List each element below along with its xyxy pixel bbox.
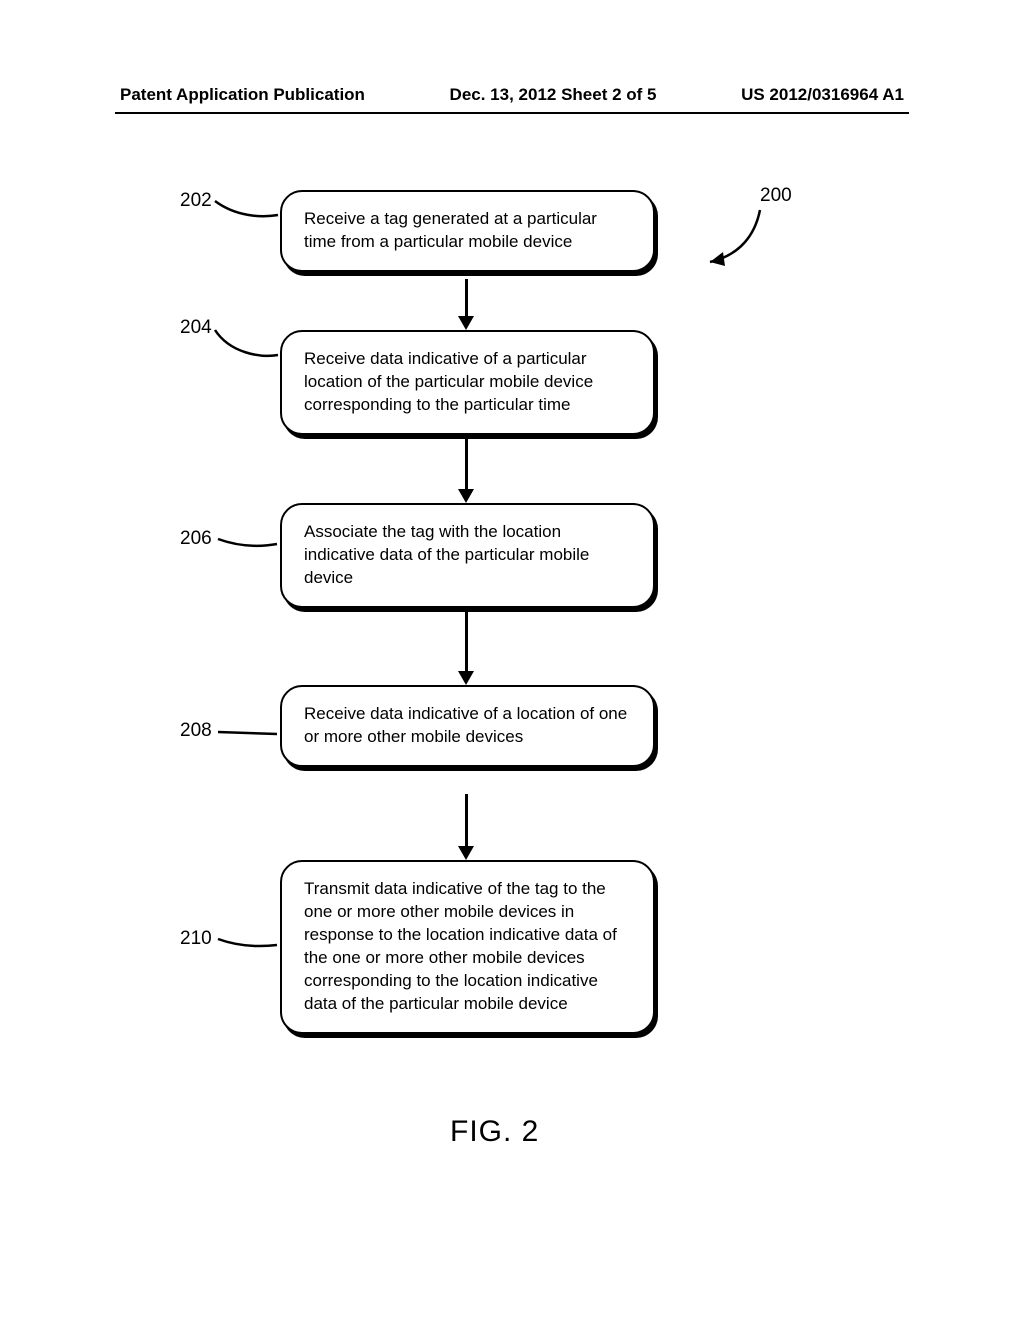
flowchart: 200 Receive a tag generated at a particu… [0,180,1024,1180]
node-202: Receive a tag generated at a particular … [280,190,655,272]
node-210-label: 210 [180,928,212,950]
header-center: Dec. 13, 2012 Sheet 2 of 5 [450,85,657,105]
node-208: Receive data indicative of a location of… [280,685,655,767]
header-right: US 2012/0316964 A1 [741,85,904,105]
node-208-pointer [215,725,285,743]
edge-4-head [458,846,474,860]
node-206-text: Associate the tag with the location indi… [304,522,589,587]
node-202-pointer [210,193,285,223]
node-206: Associate the tag with the location indi… [280,503,655,608]
edge-1-head [458,316,474,330]
ref-pointer-200 [655,200,775,280]
edge-4 [465,794,468,847]
edge-3 [465,612,468,672]
node-204-label: 204 [180,317,212,339]
node-210-pointer [215,932,285,952]
edge-2-head [458,489,474,503]
header-rule [115,112,909,114]
edge-2 [465,439,468,490]
edge-1 [465,279,468,317]
node-204: Receive data indicative of a particular … [280,330,655,435]
page-header: Patent Application Publication Dec. 13, … [0,85,1024,105]
figure-label: FIG. 2 [450,1115,539,1149]
header-left: Patent Application Publication [120,85,365,105]
node-204-pointer [210,325,285,365]
node-208-label: 208 [180,720,212,742]
node-206-pointer [215,532,285,552]
node-208-text: Receive data indicative of a location of… [304,704,627,746]
page: Patent Application Publication Dec. 13, … [0,0,1024,1320]
node-206-label: 206 [180,528,212,550]
node-210-text: Transmit data indicative of the tag to t… [304,879,617,1013]
edge-3-head [458,671,474,685]
node-210: Transmit data indicative of the tag to t… [280,860,655,1034]
node-202-text: Receive a tag generated at a particular … [304,209,597,251]
node-204-text: Receive data indicative of a particular … [304,349,593,414]
node-202-label: 202 [180,190,212,212]
